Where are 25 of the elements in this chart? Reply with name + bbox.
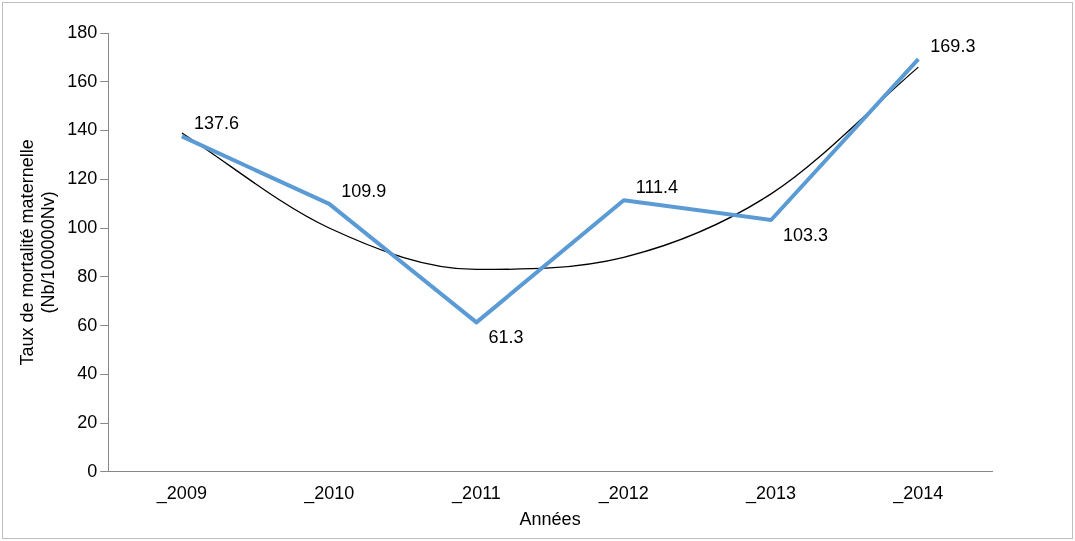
y-tick-label: 100 xyxy=(67,216,98,237)
x-tick-label: _2009 xyxy=(155,482,207,504)
x-tick-label: _2014 xyxy=(892,482,944,504)
y-tick-label: 40 xyxy=(77,363,98,384)
x-tick-label: _2010 xyxy=(303,482,355,504)
data-label: 61.3 xyxy=(488,327,524,348)
y-tick-label: 20 xyxy=(77,412,98,433)
line-series xyxy=(181,66,919,271)
y-tick-label: 120 xyxy=(67,168,98,189)
x-tick-label: _2012 xyxy=(597,482,649,504)
y-axis-title: Taux de mortalité maternelle (Nb/100000Nv) xyxy=(16,139,59,366)
y-tick-label: 0 xyxy=(87,460,98,481)
x-tick-label: _2011 xyxy=(451,482,501,504)
data-label: 169.3 xyxy=(930,36,976,57)
y-tick-label: 80 xyxy=(77,265,98,286)
data-label: 103.3 xyxy=(783,224,829,245)
y-tick-label: 140 xyxy=(67,119,98,140)
data-label: 137.6 xyxy=(193,113,239,134)
data-label: 109.9 xyxy=(341,180,387,201)
y-tick-label: 60 xyxy=(77,314,98,335)
x-tick-label: _2013 xyxy=(745,482,797,504)
y-tick-label: 180 xyxy=(67,21,98,42)
data-label: 111.4 xyxy=(635,177,679,198)
y-tick-label: 160 xyxy=(67,70,98,91)
x-axis-title: Années xyxy=(519,509,581,530)
